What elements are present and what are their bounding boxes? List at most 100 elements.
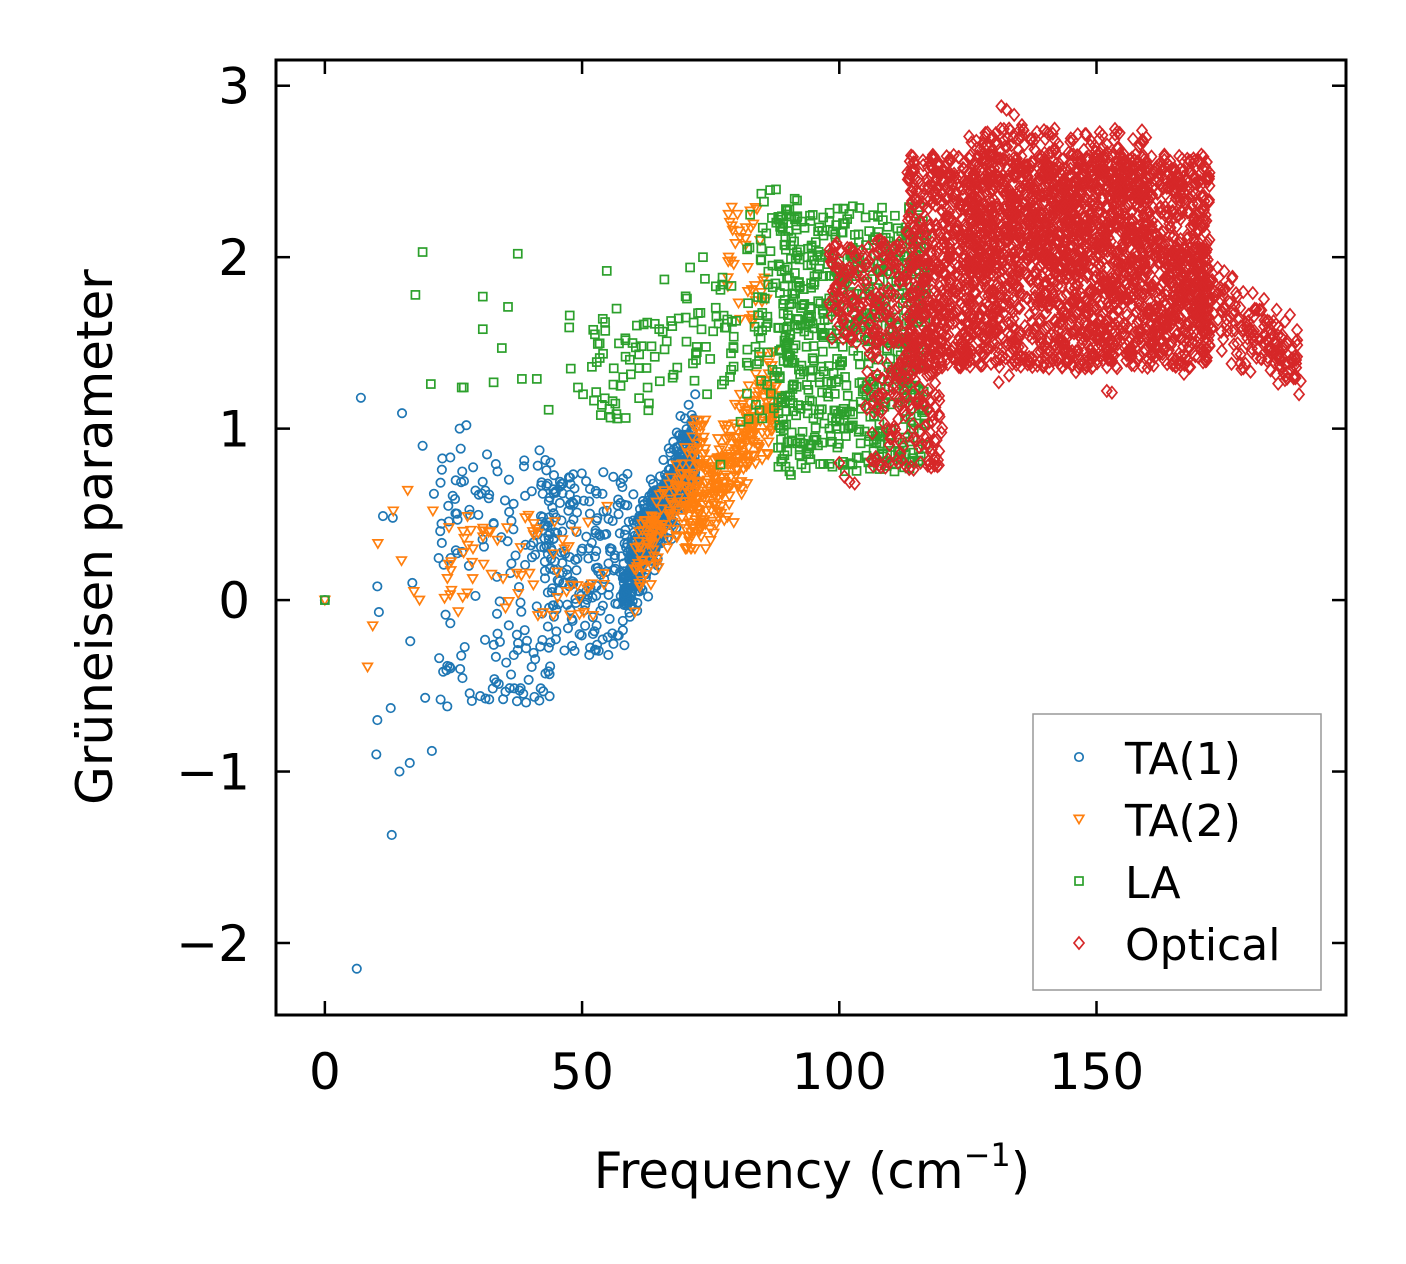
- data-point-optical: [1120, 291, 1133, 307]
- data-point-la: [666, 316, 676, 326]
- data-point-la: [794, 364, 804, 375]
- data-point-optical: [1099, 325, 1112, 341]
- data-point-ta1: [526, 486, 537, 497]
- data-point-optical: [971, 323, 985, 339]
- data-point-optical: [975, 217, 989, 233]
- data-point-optical: [1016, 287, 1029, 303]
- data-point-optical: [941, 356, 954, 372]
- data-point-optical: [1036, 228, 1049, 243]
- data-point-optical: [1083, 205, 1097, 221]
- data-point-ta2: [597, 569, 610, 580]
- data-point-la: [657, 326, 668, 337]
- data-point-ta1: [583, 553, 594, 564]
- data-point-la: [649, 351, 660, 362]
- data-point-optical: [1041, 168, 1054, 183]
- data-point-optical: [984, 356, 998, 372]
- data-point-ta2: [686, 468, 700, 480]
- data-point-ta1: [587, 628, 599, 640]
- data-point-ta2: [551, 592, 564, 604]
- data-point-optical: [1192, 349, 1205, 365]
- data-point-optical: [912, 204, 925, 219]
- data-point-optical: [903, 167, 917, 182]
- data-point-ta1: [476, 488, 487, 499]
- data-point-la: [717, 279, 727, 290]
- data-point-optical: [1166, 163, 1180, 179]
- data-point-optical: [1200, 162, 1213, 178]
- data-point-la: [778, 219, 789, 229]
- data-point-optical: [1065, 314, 1078, 330]
- data-point-la: [634, 393, 644, 404]
- data-point-optical: [914, 308, 928, 323]
- data-point-optical: [937, 239, 951, 255]
- data-point-ta2: [719, 470, 733, 482]
- data-point-ta2: [743, 431, 756, 443]
- data-point-la: [779, 335, 790, 346]
- data-point-la: [847, 459, 858, 470]
- data-point-ta2: [678, 481, 692, 493]
- data-point-optical: [1007, 311, 1020, 326]
- data-point-optical: [1005, 273, 1018, 289]
- data-point-la: [417, 247, 428, 257]
- data-point-ta2: [713, 445, 726, 457]
- data-point-ta1: [523, 674, 534, 685]
- data-point-optical: [1054, 314, 1067, 330]
- data-point-optical: [922, 160, 935, 175]
- data-point-la: [717, 272, 728, 283]
- data-point-ta1: [543, 642, 554, 653]
- data-point-optical: [1100, 274, 1114, 290]
- data-point-la: [835, 406, 846, 417]
- data-point-ta2: [461, 540, 475, 552]
- data-point-ta1: [473, 509, 484, 520]
- data-point-optical: [1023, 208, 1037, 224]
- data-point-optical: [1051, 235, 1064, 250]
- data-point-optical: [1025, 350, 1038, 366]
- data-point-optical: [963, 273, 976, 289]
- data-point-ta2: [698, 444, 712, 456]
- data-point-la: [458, 382, 469, 393]
- data-point-ta1: [420, 692, 431, 703]
- data-point-la: [512, 248, 523, 259]
- data-point-ta1: [562, 569, 573, 580]
- data-point-la: [638, 319, 649, 330]
- data-point-optical: [1158, 149, 1171, 164]
- data-point-ta2: [654, 526, 667, 538]
- data-point-ta1: [442, 701, 453, 712]
- data-point-la: [825, 436, 836, 447]
- data-point-la: [829, 389, 840, 399]
- data-point-ta2: [457, 548, 470, 560]
- data-point-ta1: [608, 638, 619, 649]
- data-point-la: [595, 410, 606, 420]
- data-point-ta2: [682, 501, 696, 513]
- data-point-ta2: [635, 556, 649, 568]
- data-point-optical: [925, 300, 939, 316]
- data-point-la: [805, 210, 815, 221]
- data-point-optical: [1134, 322, 1148, 338]
- data-point-ta2: [569, 526, 582, 538]
- data-point-ta2: [667, 525, 681, 536]
- series-optical: [823, 98, 1307, 491]
- data-point-optical: [963, 277, 976, 293]
- data-point-la: [659, 274, 670, 285]
- data-point-optical: [987, 316, 1000, 332]
- data-point-ta2: [691, 476, 704, 488]
- data-point-ta1: [531, 601, 542, 612]
- data-point-ta2: [666, 517, 679, 529]
- data-point-la: [685, 262, 695, 273]
- data-point-la: [826, 328, 836, 338]
- data-point-ta1: [508, 498, 519, 509]
- data-point-la: [832, 203, 843, 214]
- data-point-ta2: [366, 621, 379, 633]
- data-point-ta2: [558, 544, 571, 556]
- data-point-ta1: [568, 578, 579, 589]
- data-point-optical: [1042, 319, 1055, 335]
- data-point-la: [590, 329, 600, 340]
- data-point-optical: [952, 149, 965, 165]
- data-point-ta2: [573, 609, 586, 621]
- data-point-optical: [1146, 334, 1159, 350]
- data-point-optical: [1125, 283, 1138, 299]
- data-point-ta1: [548, 484, 559, 495]
- data-point-optical: [1083, 284, 1096, 299]
- data-point-ta1: [355, 392, 366, 403]
- data-point-optical: [967, 296, 980, 312]
- data-point-la: [600, 326, 611, 336]
